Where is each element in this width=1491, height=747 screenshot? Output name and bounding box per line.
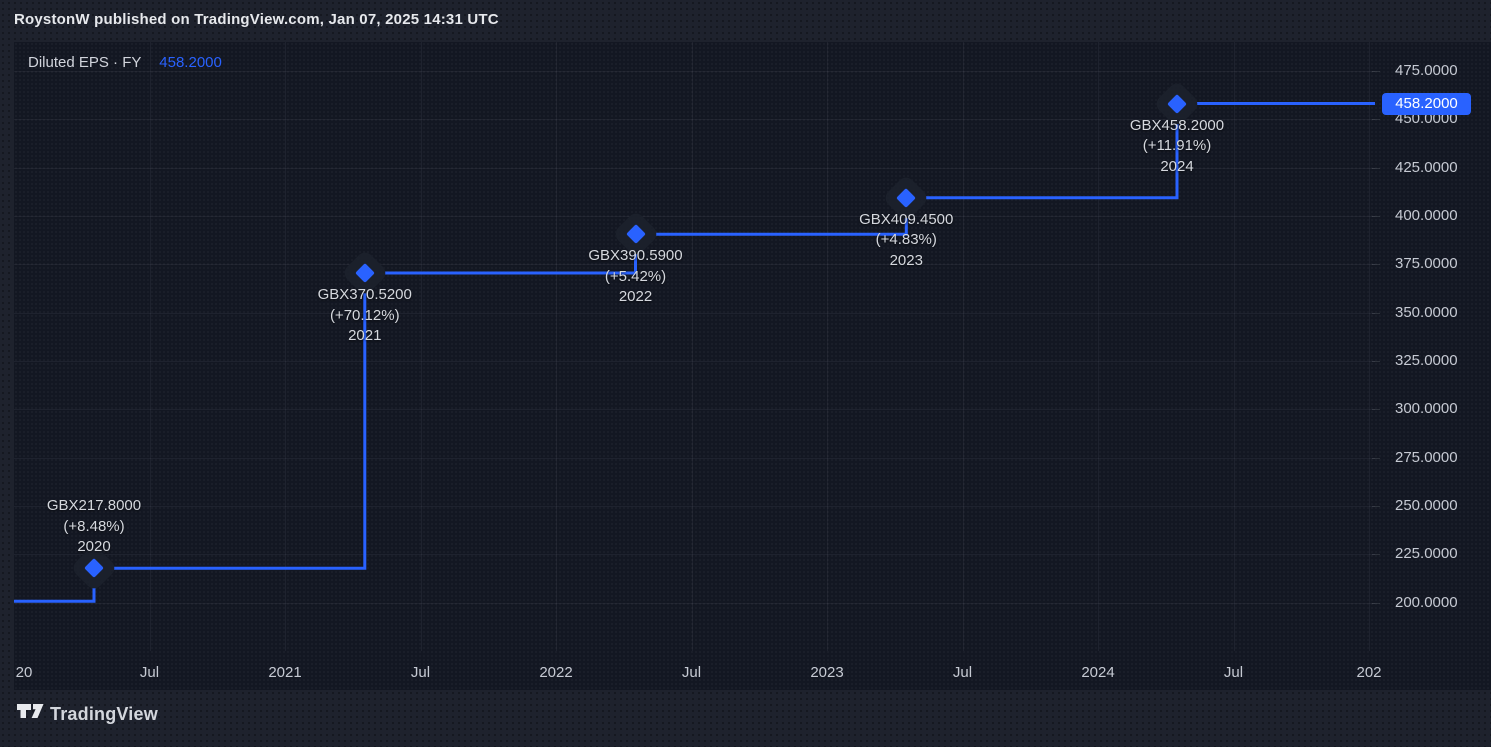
gridline-horizontal — [14, 554, 1375, 556]
price-axis-label: 275.0000 — [1395, 448, 1458, 466]
time-axis-label: 2021 — [268, 664, 302, 681]
gridline-vertical — [149, 42, 151, 651]
footer-bar: TradingView — [0, 690, 1491, 747]
gridline-horizontal — [14, 312, 1375, 314]
publish-header: RoystonW published on TradingView.com, J… — [0, 0, 1491, 42]
time-axis-label: 20 — [15, 664, 33, 681]
price-axis-tick — [1372, 361, 1380, 363]
point-value-text: GBX390.5900 — [588, 247, 683, 265]
gridline-horizontal — [14, 71, 1375, 73]
gridline-horizontal — [14, 409, 1375, 411]
data-point-label-2024: GBX458.2000 (+11.91%) 2024 — [1130, 116, 1224, 178]
price-axis-tick — [1372, 602, 1380, 604]
gridline-horizontal — [14, 602, 1375, 604]
legend-last-value: 458.2000 — [159, 54, 222, 71]
time-axis-label: 202 — [1356, 664, 1382, 681]
gridline-vertical — [1369, 42, 1370, 651]
price-axis-tick — [1372, 71, 1380, 73]
price-axis-tick — [1372, 409, 1380, 411]
point-year-text: 2022 — [618, 288, 653, 306]
point-year-text: 2024 — [1160, 157, 1194, 175]
point-change-text: (+11.91%) — [1142, 137, 1212, 155]
gridline-vertical — [1233, 42, 1235, 651]
data-point-label-2022: GBX390.5900 (+5.42%) 2022 — [588, 246, 682, 308]
price-axis-label: 375.0000 — [1395, 255, 1458, 273]
gridline-vertical — [962, 42, 964, 651]
time-axis-label: Jul — [410, 664, 431, 681]
data-point-label-2021: GBX370.5200 (+70.12%) 2021 — [318, 285, 412, 347]
price-axis-label: 450.0000 — [1395, 110, 1458, 128]
chart-legend[interactable]: Diluted EPS · FY 458.2000 — [28, 54, 222, 71]
gridline-vertical — [556, 42, 557, 651]
time-axis-label: 2023 — [810, 664, 844, 681]
tradingview-brand-text[interactable]: TradingView — [50, 704, 158, 724]
data-point-label-2020: GBX217.8000 (+8.48%) 2020 — [47, 496, 141, 558]
point-value-text: GBX370.5200 — [317, 286, 412, 304]
point-year-text: 2021 — [348, 327, 382, 345]
gridline-horizontal — [14, 264, 1375, 266]
last-price-badge: 458.2000 — [1382, 92, 1471, 115]
time-axis-label: Jul — [1223, 664, 1244, 681]
price-axis-label: 400.0000 — [1395, 207, 1458, 225]
price-axis-tick — [1372, 312, 1380, 314]
gridline-horizontal — [14, 361, 1375, 363]
point-value-text: GBX217.8000 — [46, 497, 142, 515]
price-axis-label: 475.0000 — [1395, 62, 1458, 80]
gridline-vertical — [285, 42, 286, 651]
price-axis-tick — [1372, 457, 1380, 459]
gridline-vertical — [420, 42, 422, 651]
price-axis-tick — [1372, 167, 1380, 169]
time-axis-label: Jul — [681, 664, 702, 681]
point-change-text: (+70.12%) — [329, 306, 400, 324]
gridline-vertical — [691, 42, 693, 651]
point-value-text: GBX409.4500 — [859, 210, 954, 228]
price-axis-label: 225.0000 — [1395, 545, 1458, 563]
gridline-horizontal — [14, 457, 1375, 459]
gridline-vertical — [827, 42, 828, 651]
gridline-horizontal — [14, 506, 1375, 508]
price-axis-tick — [1372, 506, 1380, 508]
price-axis-tick — [1372, 119, 1380, 121]
chart-panel[interactable] — [14, 42, 1491, 690]
gridline-vertical — [1098, 42, 1099, 651]
time-axis-label: 2022 — [539, 664, 573, 681]
price-axis-tick — [1372, 216, 1380, 218]
publish-title: RoystonW published on TradingView.com, J… — [14, 11, 499, 28]
point-change-text: (+4.83%) — [875, 231, 937, 249]
price-axis-tick — [1372, 554, 1380, 556]
time-axis-label: 2024 — [1081, 664, 1115, 681]
point-year-text: 2020 — [77, 538, 111, 556]
price-axis-label: 350.0000 — [1395, 303, 1458, 321]
point-year-text: 2023 — [889, 251, 923, 269]
price-axis-label: 250.0000 — [1395, 497, 1458, 515]
tradingview-logo-icon[interactable] — [17, 703, 44, 725]
point-value-text: GBX458.2000 — [1129, 116, 1225, 134]
price-axis-label: 325.0000 — [1395, 352, 1458, 370]
time-axis-label: Jul — [952, 664, 973, 681]
time-axis-label: Jul — [139, 664, 160, 681]
price-axis-label: 425.0000 — [1395, 158, 1458, 176]
gridline-horizontal — [14, 216, 1375, 218]
legend-series-title: Diluted EPS · FY — [28, 54, 142, 71]
price-axis-tick — [1372, 264, 1380, 266]
point-change-text: (+8.48%) — [63, 517, 125, 535]
data-point-label-2023: GBX409.4500 (+4.83%) 2023 — [859, 210, 953, 272]
price-axis-label: 300.0000 — [1395, 400, 1458, 418]
point-change-text: (+5.42%) — [604, 267, 667, 285]
price-axis-label: 200.0000 — [1395, 593, 1458, 611]
